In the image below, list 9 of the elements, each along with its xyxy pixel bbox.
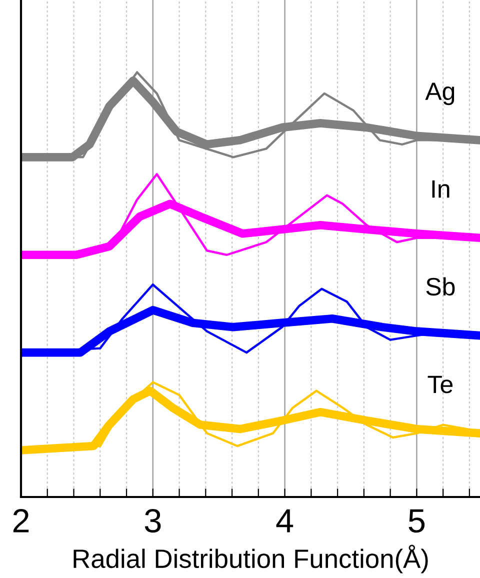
- series-label: Sb: [426, 277, 455, 296]
- series-label: Ag: [425, 82, 454, 106]
- x-tick-label: 5: [408, 509, 425, 533]
- x-tick-label: 2: [13, 508, 29, 532]
- x-tick-label: 4: [276, 509, 294, 532]
- x-axis-title: Radial Distribution Function(Å): [74, 544, 428, 574]
- series-label: In: [432, 180, 450, 198]
- x-tick-label: 3: [144, 508, 161, 533]
- series-label: Te: [428, 376, 453, 394]
